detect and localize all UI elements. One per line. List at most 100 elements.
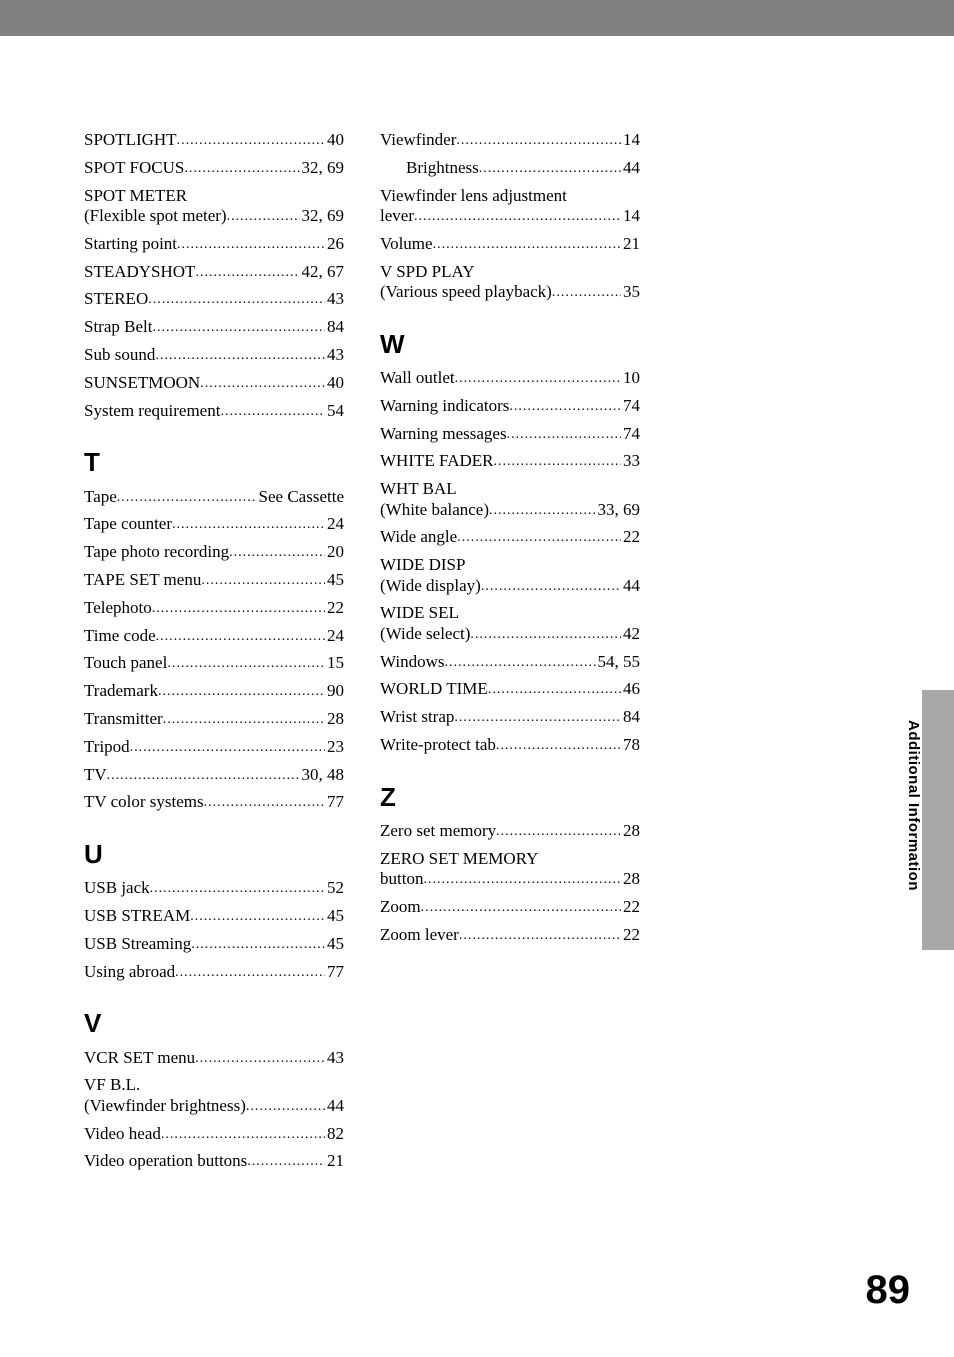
index-column-2: Viewfinder14Brightness44Viewfinder lens … bbox=[380, 130, 640, 1179]
index-entry-page: 24 bbox=[325, 626, 344, 646]
index-entry-label: Zoom bbox=[380, 897, 421, 917]
index-entry-page: 22 bbox=[621, 925, 640, 945]
index-entry: Tape counter24 bbox=[84, 514, 344, 535]
leader-dots bbox=[507, 427, 621, 444]
index-entry: ZERO SET MEMORYbutton28 bbox=[380, 849, 640, 890]
index-entry-label: WORLD TIME bbox=[380, 679, 488, 699]
index-entry-page: 42, 67 bbox=[300, 262, 345, 282]
page-number: 89 bbox=[866, 1268, 911, 1313]
leader-dots bbox=[148, 292, 325, 309]
index-entry-sublabel: button bbox=[380, 869, 423, 889]
index-entry-label: TV color systems bbox=[84, 792, 204, 812]
index-entry: WIDE SEL(Wide select)42 bbox=[380, 603, 640, 644]
index-entry-page: 10 bbox=[621, 368, 640, 388]
index-entry-page: 84 bbox=[325, 317, 344, 337]
index-entry-label: Tripod bbox=[84, 737, 130, 757]
index-entry: TAPE SET menu45 bbox=[84, 570, 344, 591]
index-entry-label: USB STREAM bbox=[84, 906, 190, 926]
index-entry-label: Using abroad bbox=[84, 962, 175, 982]
index-entry-page: 43 bbox=[325, 289, 344, 309]
leader-dots bbox=[204, 795, 325, 812]
index-entry-page: 21 bbox=[621, 234, 640, 254]
leader-dots bbox=[227, 209, 300, 226]
section-letter: Z bbox=[380, 782, 640, 813]
section-letter: W bbox=[380, 329, 640, 360]
index-entry: Zoom lever22 bbox=[380, 925, 640, 946]
leader-dots bbox=[195, 1051, 325, 1068]
side-section-label: Additional Information bbox=[890, 720, 922, 891]
index-entry-page: 74 bbox=[621, 424, 640, 444]
index-entry-sublabel: (Wide select) bbox=[380, 624, 470, 644]
index-entry: Trademark90 bbox=[84, 681, 344, 702]
index-entry-label: Starting point bbox=[84, 234, 177, 254]
leader-dots bbox=[496, 824, 621, 841]
leader-dots bbox=[163, 712, 325, 729]
index-entry: TV30, 48 bbox=[84, 765, 344, 786]
index-entry-page: 77 bbox=[325, 792, 344, 812]
index-entry: Video head82 bbox=[84, 1124, 344, 1145]
index-entry: VCR SET menu43 bbox=[84, 1048, 344, 1069]
index-entry-page: 28 bbox=[621, 869, 640, 889]
index-entry-label: Video operation buttons bbox=[84, 1151, 247, 1171]
index-entry: Transmitter28 bbox=[84, 709, 344, 730]
index-entry-page: 44 bbox=[621, 576, 640, 596]
leader-dots bbox=[200, 376, 325, 393]
index-entry-label: Viewfinder lens adjustment bbox=[380, 186, 640, 206]
leader-dots bbox=[247, 1154, 325, 1171]
leader-dots bbox=[177, 237, 325, 254]
index-entry-label: WHITE FADER bbox=[380, 451, 493, 471]
index-entry: Tape photo recording20 bbox=[84, 542, 344, 563]
leader-dots bbox=[459, 928, 621, 945]
index-entry: TV color systems 77 bbox=[84, 792, 344, 813]
index-entry-label: Zero set memory bbox=[380, 821, 496, 841]
section-letter: T bbox=[84, 447, 344, 478]
index-entry-label: Tape bbox=[84, 487, 117, 507]
leader-dots bbox=[423, 872, 621, 889]
index-entry-page: 15 bbox=[325, 653, 344, 673]
index-entry-sublabel: lever bbox=[380, 206, 414, 226]
index-entry-label: Write-protect tab bbox=[380, 735, 496, 755]
index-entry-page: 52 bbox=[325, 878, 344, 898]
index-entry-page: 32, 69 bbox=[300, 158, 345, 178]
leader-dots bbox=[152, 601, 325, 618]
index-entry-label: Windows bbox=[380, 652, 444, 672]
index-content: SPOTLIGHT40SPOT FOCUS32, 69SPOT METER(Fl… bbox=[84, 130, 644, 1179]
index-entry-page: 43 bbox=[325, 1048, 344, 1068]
index-entry-page: 46 bbox=[621, 679, 640, 699]
leader-dots bbox=[444, 655, 595, 672]
index-entry: Zoom22 bbox=[380, 897, 640, 918]
index-entry: STEREO43 bbox=[84, 289, 344, 310]
leader-dots bbox=[457, 530, 621, 547]
index-entry-label: Brightness bbox=[406, 158, 479, 178]
index-entry-label: STEADYSHOT bbox=[84, 262, 195, 282]
index-entry-page: 78 bbox=[621, 735, 640, 755]
index-entry-label: Strap Belt bbox=[84, 317, 152, 337]
leader-dots bbox=[167, 656, 325, 673]
index-entry-page: 74 bbox=[621, 396, 640, 416]
index-entry: Wrist strap84 bbox=[380, 707, 640, 728]
leader-dots bbox=[470, 627, 621, 644]
index-entry: Video operation buttons21 bbox=[84, 1151, 344, 1172]
leader-dots bbox=[493, 454, 621, 471]
index-entry: VF B.L.(Viewfinder brightness)44 bbox=[84, 1075, 344, 1116]
leader-dots bbox=[509, 399, 621, 416]
index-entry-label: Wall outlet bbox=[380, 368, 455, 388]
index-entry: WORLD TIME 46 bbox=[380, 679, 640, 700]
leader-dots bbox=[158, 684, 325, 701]
leader-dots bbox=[433, 237, 621, 254]
index-entry-page: 28 bbox=[621, 821, 640, 841]
index-entry: Write-protect tab 78 bbox=[380, 735, 640, 756]
index-entry: Time code24 bbox=[84, 626, 344, 647]
index-entry-label: SPOT METER bbox=[84, 186, 344, 206]
index-entry: Volume21 bbox=[380, 234, 640, 255]
index-entry-page: 45 bbox=[325, 934, 344, 954]
index-entry: Sub sound43 bbox=[84, 345, 344, 366]
index-entry: SPOT METER(Flexible spot meter)32, 69 bbox=[84, 186, 344, 227]
index-entry-page: 22 bbox=[621, 527, 640, 547]
index-entry: Using abroad77 bbox=[84, 962, 344, 983]
leader-dots bbox=[246, 1099, 325, 1116]
index-entry-page: 26 bbox=[325, 234, 344, 254]
index-entry-label: VF B.L. bbox=[84, 1075, 344, 1095]
index-entry: Brightness44 bbox=[380, 158, 640, 179]
index-entry-label: Wide angle bbox=[380, 527, 457, 547]
